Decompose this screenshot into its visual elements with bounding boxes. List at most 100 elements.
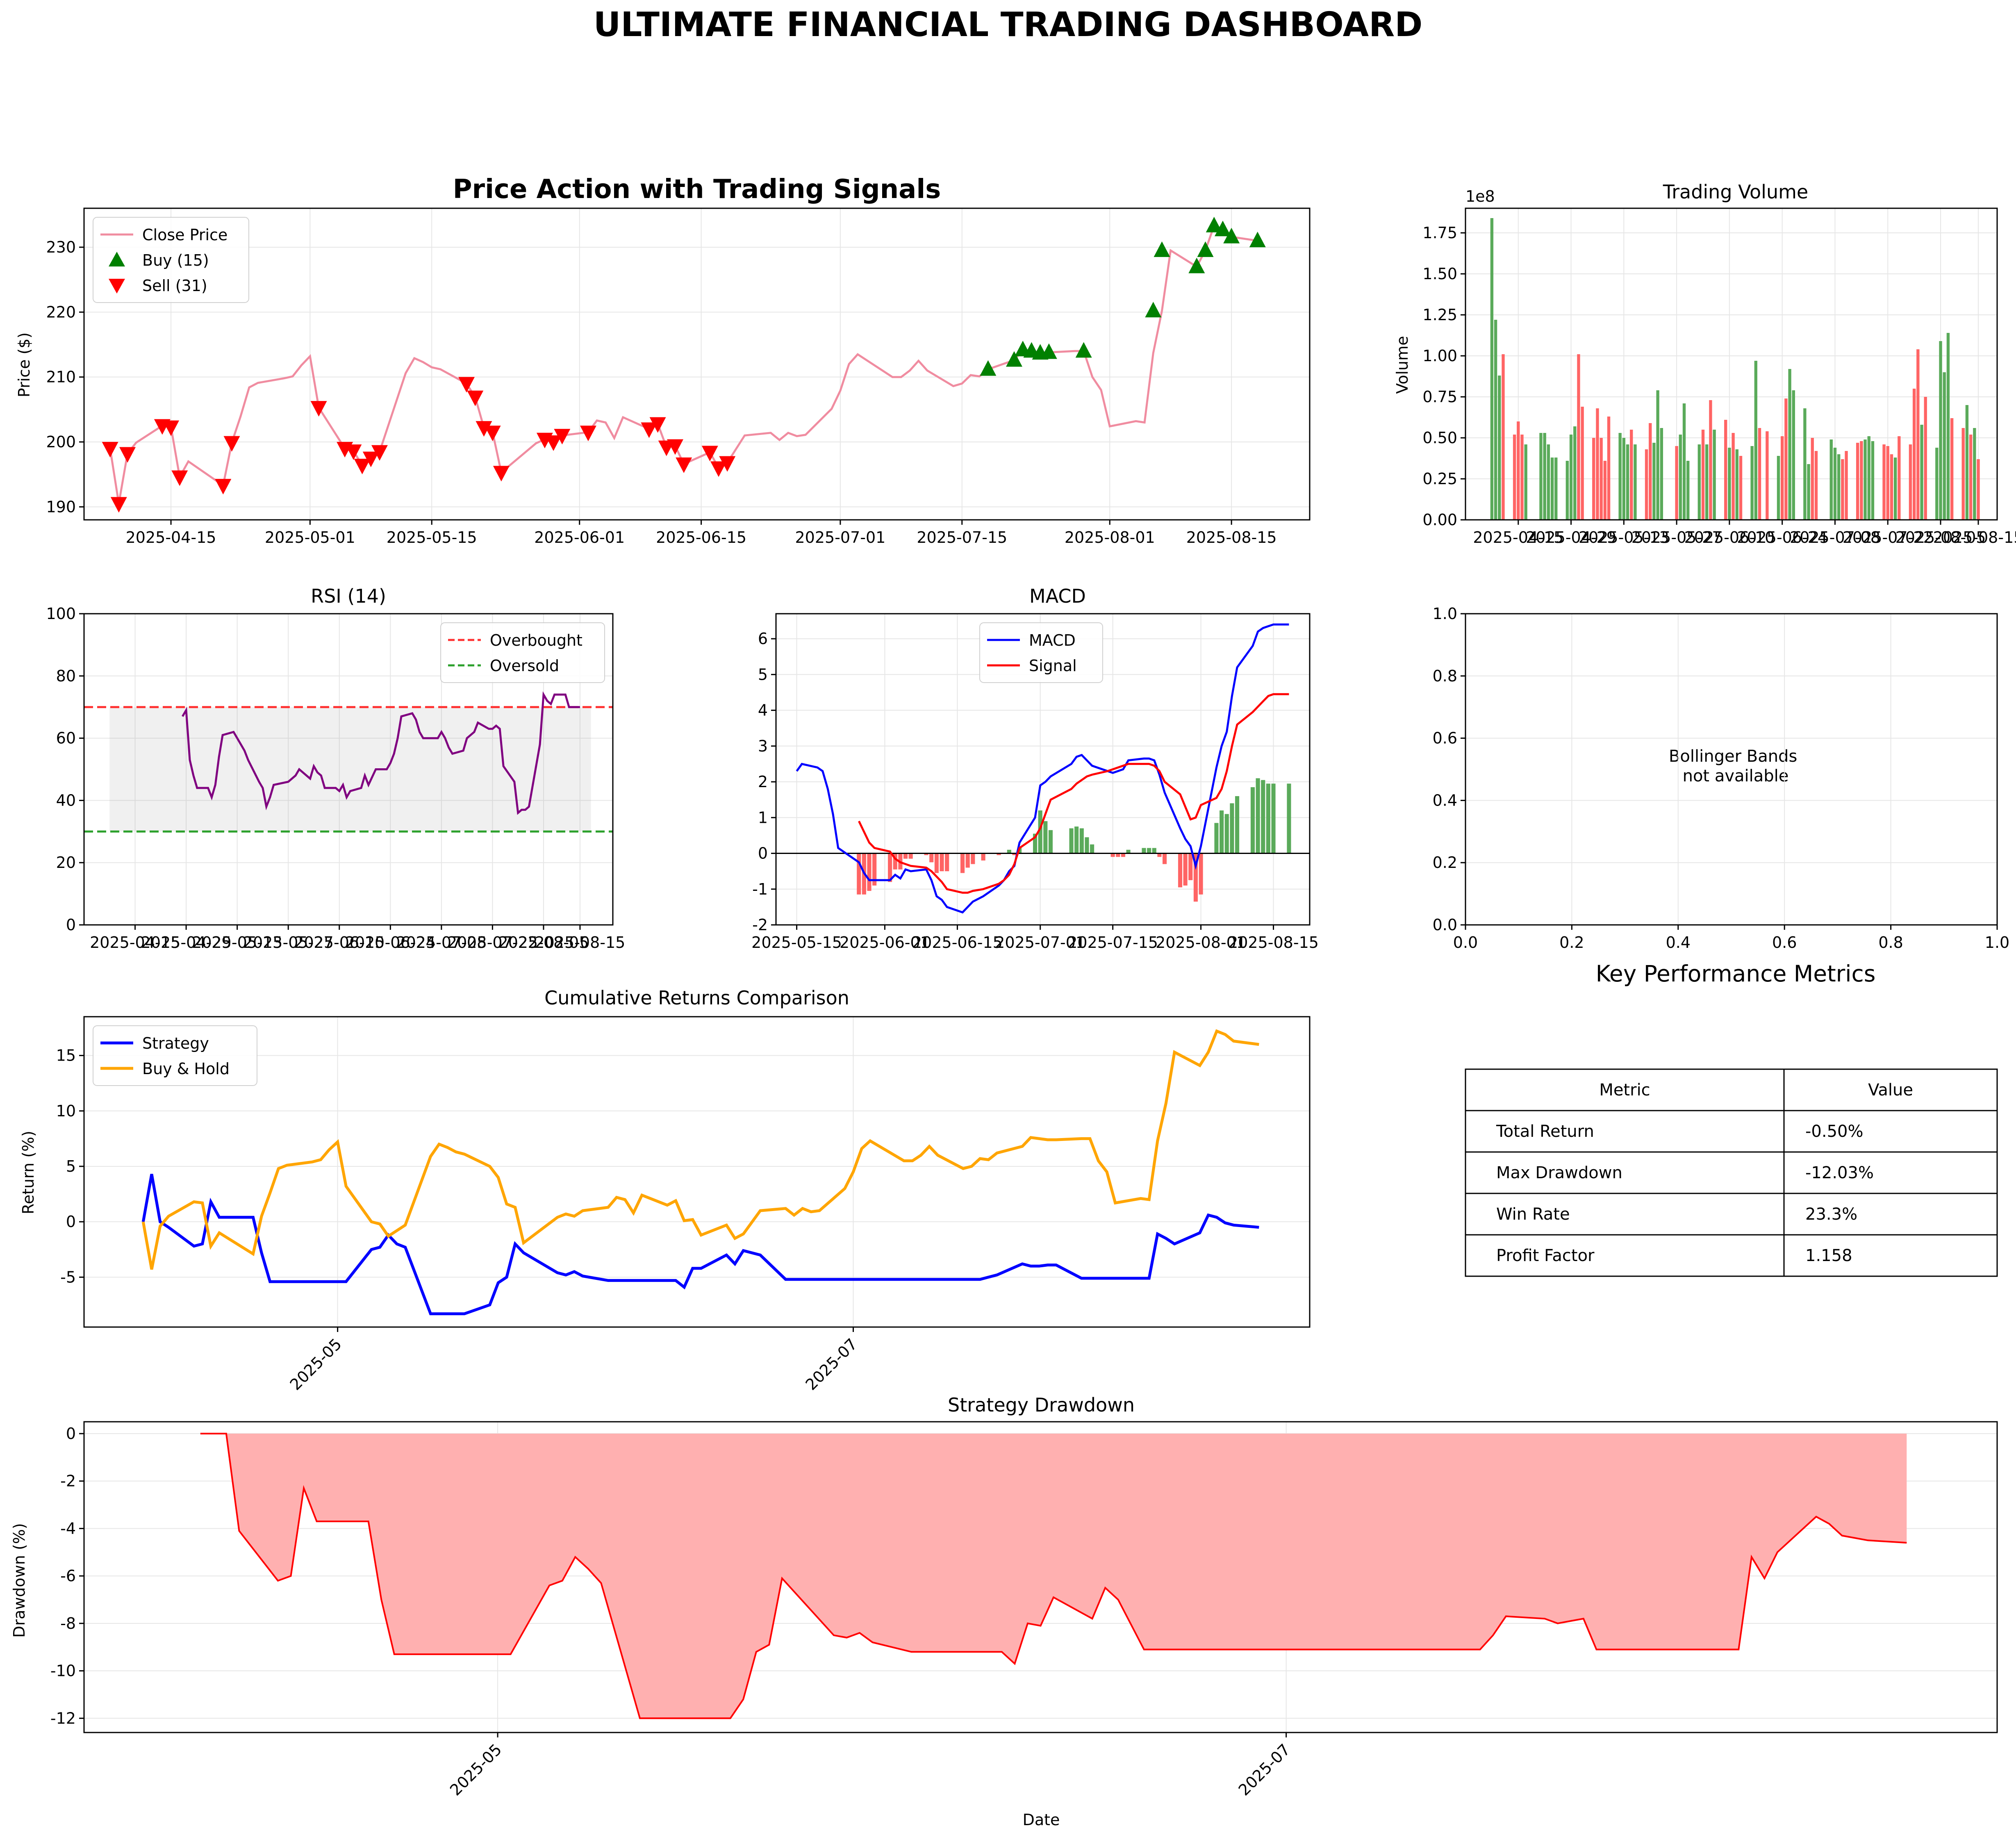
volume-bar [1913, 389, 1916, 520]
price-y-label: Price ($) [15, 332, 33, 398]
macd-chart-title: MACD [1029, 585, 1086, 607]
bollinger-y-tick-label: 0.8 [1433, 667, 1457, 685]
volume-bar [1841, 459, 1844, 520]
volume-bar [1950, 418, 1953, 520]
volume-bar [1702, 430, 1704, 520]
volume-bar [1683, 403, 1686, 520]
volume-bar [1607, 417, 1610, 520]
volume-bar [1939, 341, 1942, 520]
macd-histogram-bar [1225, 814, 1229, 854]
volume-bar [1860, 441, 1863, 520]
macd-histogram-bar [1049, 830, 1053, 854]
volume-bar [1513, 435, 1516, 520]
macd-histogram-bar [1188, 854, 1192, 880]
macd-x-tick-label: 2025-07-15 [1067, 933, 1158, 952]
macd-histogram-bar [903, 854, 908, 859]
volume-bar [1705, 444, 1708, 520]
volume-bar [1728, 448, 1731, 520]
volume-bar [1977, 459, 1980, 520]
macd-histogram-bar [857, 854, 861, 895]
macd-y-tick-label: -1 [752, 880, 768, 898]
volume-bar [1966, 405, 1968, 520]
rsi-x-tick-label: 2025-08-15 [535, 933, 626, 952]
rsi-y-tick-label: 40 [56, 791, 76, 809]
price-x-tick-label: 2025-05-01 [265, 528, 355, 546]
volume-bar [1517, 421, 1520, 520]
price-legend-label: Sell (31) [142, 277, 207, 295]
macd-histogram-bar [1251, 787, 1255, 853]
macd-x-tick-label: 2025-06-15 [912, 933, 1003, 952]
volume-bar [1777, 456, 1780, 520]
volume-bar [1788, 369, 1791, 520]
volume-bar [1570, 435, 1572, 520]
rsi-y-tick-label: 60 [56, 729, 76, 747]
volume-bar [1581, 407, 1584, 520]
metric-name-cell: Max Drawdown [1496, 1163, 1622, 1182]
volume-bar [1660, 428, 1663, 520]
volume-bar [1803, 408, 1806, 520]
bollinger-x-tick-label: 1.0 [1985, 933, 2009, 952]
drawdown-y-tick-label: -6 [60, 1567, 76, 1585]
volume-bar [1566, 461, 1569, 520]
volume-bar [1645, 449, 1648, 520]
volume-bar [1618, 433, 1621, 520]
cumret-legend-label: Strategy [142, 1034, 209, 1052]
bollinger-y-tick-label: 0.6 [1433, 729, 1457, 747]
volume-y-tick-label: 1.50 [1422, 265, 1457, 283]
volume-bar [1886, 446, 1889, 520]
macd-histogram-bar [1287, 783, 1291, 853]
volume-bar [1498, 376, 1501, 520]
macd-y-tick-label: 1 [758, 808, 768, 826]
volume-y-tick-label: 1.75 [1422, 224, 1457, 242]
macd-histogram-bar [1069, 828, 1073, 853]
volume-bar [1649, 423, 1652, 520]
drawdown-y-tick-label: -12 [50, 1709, 76, 1727]
volume-bar [1962, 428, 1965, 520]
macd-histogram-bar [1178, 854, 1182, 888]
rsi-y-tick-label: 80 [56, 667, 76, 685]
volume-y-label: Volume [1393, 336, 1411, 394]
metric-value-cell: 23.3% [1805, 1205, 1857, 1224]
cumret-y-label: Return (%) [19, 1131, 37, 1214]
macd-histogram-bar [1256, 778, 1260, 853]
volume-bar [1894, 458, 1897, 520]
volume-x-tick-label: 2025-08-15 [1933, 528, 2016, 546]
rsi-chart-title: RSI (14) [311, 585, 386, 607]
cumret-y-tick-label: -5 [60, 1268, 76, 1286]
macd-histogram-bar [1043, 821, 1047, 854]
metrics-table-title: Key Performance Metrics [1596, 961, 1876, 987]
volume-bar [1630, 430, 1633, 520]
volume-bar [1784, 398, 1787, 520]
macd-histogram-bar [1074, 826, 1079, 853]
volume-bar [1724, 420, 1727, 520]
price-y-tick-label: 230 [46, 238, 76, 256]
rsi-y-tick-label: 100 [46, 605, 76, 623]
volume-bar [1596, 408, 1599, 520]
volume-bar [1754, 361, 1757, 520]
price-y-tick-label: 210 [46, 368, 76, 386]
volume-bar [1709, 400, 1712, 520]
rsi-y-tick-label: 20 [56, 854, 76, 872]
volume-bar [1554, 458, 1557, 520]
bollinger-y-tick-label: 0.0 [1433, 916, 1457, 934]
macd-histogram-bar [1080, 828, 1084, 853]
volume-y-tick-label: 0.75 [1422, 388, 1457, 406]
volume-bar [1490, 218, 1493, 520]
price-x-tick-label: 2025-06-15 [656, 528, 746, 546]
volume-bar [1539, 433, 1542, 520]
macd-histogram-bar [1090, 845, 1094, 854]
metric-name-cell: Win Rate [1496, 1205, 1570, 1224]
drawdown-y-tick-label: -4 [60, 1519, 76, 1537]
volume-bar [1792, 390, 1795, 520]
macd-y-tick-label: 2 [758, 773, 768, 791]
macd-legend-label: Signal [1029, 657, 1077, 675]
volume-bar [1600, 438, 1602, 520]
cumret-y-tick-label: 5 [66, 1157, 76, 1175]
volume-bar [1882, 444, 1885, 520]
macd-histogram-bar [960, 854, 965, 873]
macd-histogram-bar [1235, 796, 1239, 854]
volume-bar [1656, 390, 1659, 520]
bollinger-y-tick-label: 0.2 [1433, 854, 1457, 872]
volume-bar [1766, 431, 1768, 520]
volume-bar [1520, 435, 1523, 520]
